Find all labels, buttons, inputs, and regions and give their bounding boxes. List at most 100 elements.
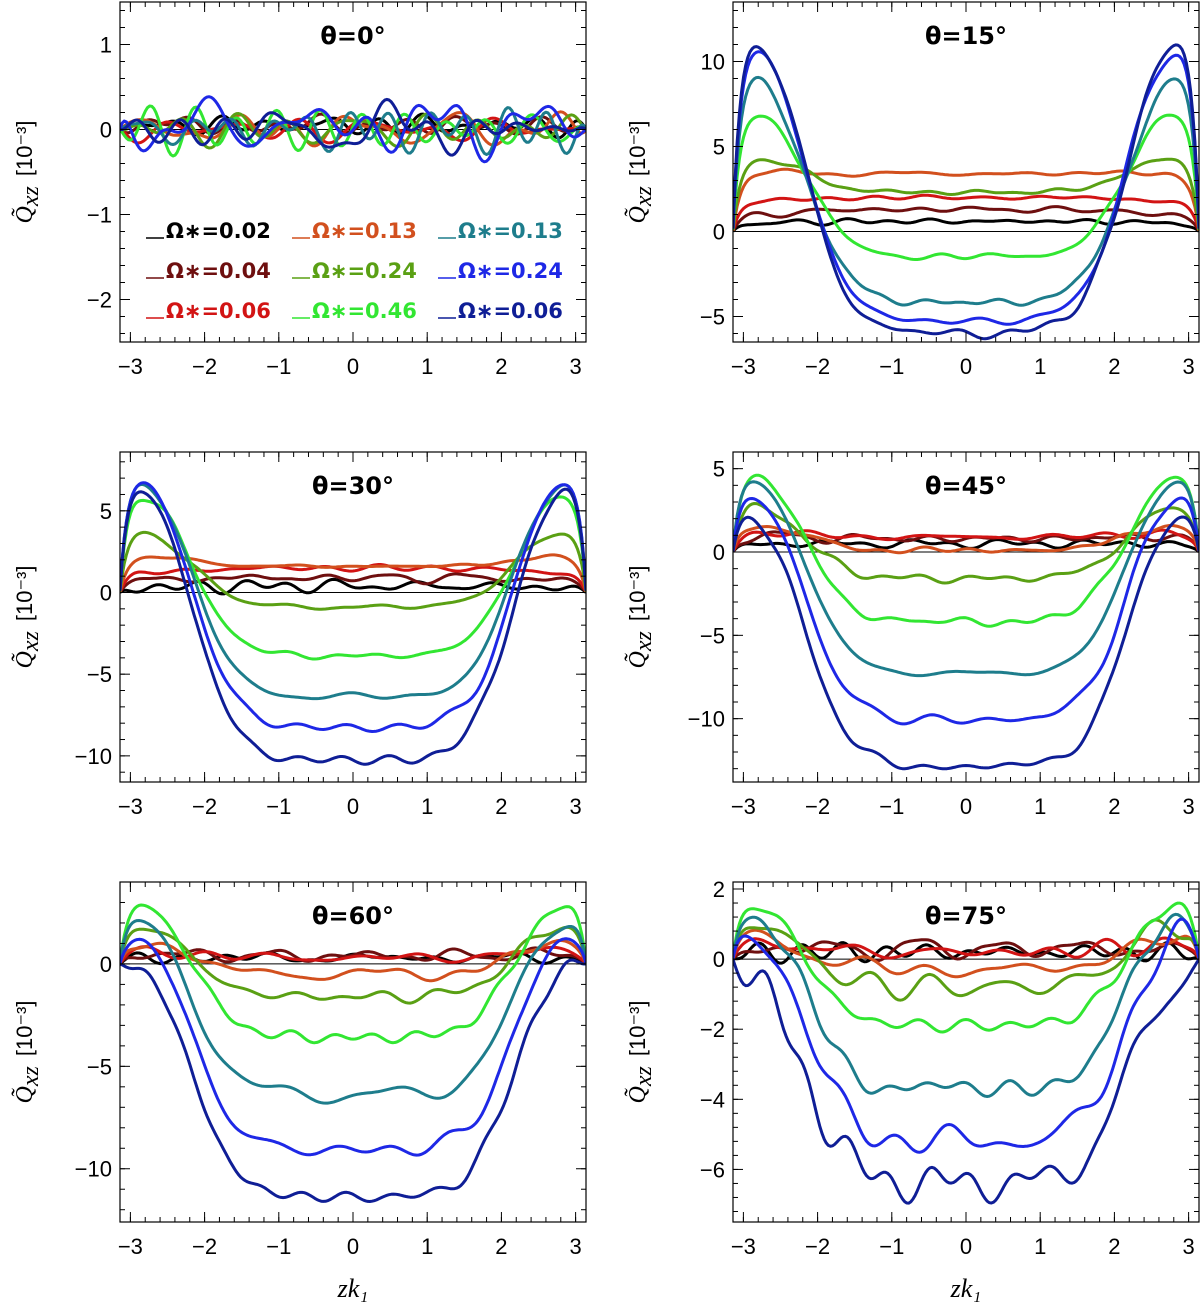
series-group: [733, 43, 1199, 341]
series-line: [120, 482, 586, 701]
y-axis-label-unit: [10⁻³]: [625, 121, 650, 177]
x-tick-label: −2: [805, 354, 830, 379]
series-group: [120, 481, 586, 766]
panel-title: θ=75°: [925, 902, 1007, 930]
series-group: [733, 473, 1199, 771]
x-tick-label: −3: [118, 1234, 143, 1259]
x-tick-label: 3: [569, 1234, 581, 1259]
x-tick-label: −3: [731, 1234, 756, 1259]
series-line: [733, 43, 1199, 341]
legend-label: Ω∗=0.06: [166, 299, 271, 323]
x-tick-label: 3: [1182, 1234, 1194, 1259]
x-tick-label: −3: [731, 354, 756, 379]
x-tick-label: −2: [192, 354, 217, 379]
x-tick-label: 3: [1182, 794, 1194, 819]
series-line: [733, 113, 1199, 261]
y-axis-label-main: Q̃: [624, 651, 651, 668]
y-tick-label: 1: [100, 33, 112, 58]
y-tick-label: 2: [713, 877, 725, 902]
y-axis-label-unit: [10⁻³]: [625, 566, 650, 622]
x-tick-label: 2: [495, 794, 507, 819]
y-axis-label-sub: xz: [631, 1065, 657, 1087]
y-tick-label: −5: [700, 623, 725, 648]
x-tick-label: 2: [1108, 354, 1120, 379]
y-axis-label: Q̃xz [10⁻³]: [624, 121, 657, 224]
y-tick-label: −10: [75, 1157, 112, 1182]
panel-title: θ=30°: [312, 472, 394, 500]
legend-label: Ω∗=0.04: [166, 259, 271, 283]
y-axis-label-main: Q̃: [11, 1086, 38, 1103]
y-tick-label: −5: [87, 662, 112, 687]
series-line: [120, 958, 586, 1203]
panel-3: −3 −2 −1 0 1 2 350−5−10Q̃xz[10⁻³]θ=45°: [624, 451, 1200, 819]
series-line: [733, 205, 1199, 233]
x-tick-label: 3: [1182, 354, 1194, 379]
legend-label: Ω∗=0.13: [458, 219, 563, 243]
series-line: [733, 480, 1199, 678]
x-axis-label: zk₁: [337, 1274, 369, 1303]
y-tick-label: −2: [700, 1017, 725, 1042]
series-line: [120, 95, 586, 164]
series-group: [733, 901, 1199, 1205]
series-group: [120, 95, 586, 164]
x-tick-label: −3: [731, 794, 756, 819]
series-line: [120, 487, 586, 766]
y-axis-label: Q̃xz [10⁻³]: [624, 566, 657, 669]
series-line: [120, 919, 586, 1105]
y-tick-label: 5: [100, 499, 112, 524]
series-line: [733, 901, 1199, 1034]
panel-title: θ=45°: [925, 472, 1007, 500]
y-axis-label-unit: [10⁻³]: [12, 1001, 37, 1057]
x-tick-label: 0: [960, 1234, 972, 1259]
y-tick-label: 0: [100, 952, 112, 977]
x-tick-label: 1: [421, 354, 433, 379]
y-tick-label: 5: [713, 457, 725, 482]
series-line: [120, 530, 586, 611]
series-line: [120, 553, 586, 593]
y-tick-label: 10: [701, 50, 725, 75]
y-axis-label: Q̃xz [10⁻³]: [624, 1001, 657, 1104]
x-tick-label: −1: [266, 354, 291, 379]
legend-label: Ω∗=0.24: [312, 259, 417, 283]
x-tick-label: 2: [495, 1234, 507, 1259]
series-line: [733, 917, 1199, 1154]
x-tick-label: −2: [805, 1234, 830, 1259]
y-axis-label-main: Q̃: [624, 1086, 651, 1103]
x-tick-label: −3: [118, 354, 143, 379]
series-line: [733, 958, 1199, 1205]
x-axis-label: zk₁: [950, 1274, 982, 1303]
legend: Ω∗=0.02 Ω∗=0.04 Ω∗=0.06 Ω∗=0.13 Ω∗=0.24 Ω∗=0.…: [146, 219, 563, 323]
x-tick-label: −2: [192, 1234, 217, 1259]
y-tick-label: −2: [87, 288, 112, 313]
series-line: [733, 524, 1199, 555]
y-tick-label: 0: [100, 118, 112, 143]
y-tick-label: 0: [713, 220, 725, 245]
legend-label: Ω∗=0.06: [458, 299, 563, 323]
series-line: [733, 50, 1199, 326]
y-tick-label: −10: [75, 744, 112, 769]
y-tick-label: 0: [713, 947, 725, 972]
panel-title: θ=0°: [320, 22, 385, 50]
series-line: [120, 925, 586, 1005]
x-tick-label: 2: [495, 354, 507, 379]
y-tick-label: 0: [713, 540, 725, 565]
x-tick-label: −1: [879, 354, 904, 379]
panel-5: −3 −2 −1 0 1 2 3 2 0 −2 −4 −6 Q̃xz [10⁻³] θ=75° zk₁: [624, 877, 1200, 1303]
plot-frame: [119, 451, 587, 783]
series-line: [733, 217, 1199, 233]
x-tick-label: 0: [960, 354, 972, 379]
y-tick-label: −10: [688, 707, 725, 732]
series-line: [120, 106, 586, 156]
plot-frame: [119, 1, 587, 343]
series-line: [733, 515, 1199, 771]
x-tick-label: 0: [960, 794, 972, 819]
y-axis-label-sub: xz: [18, 630, 44, 652]
panel-1: −3 −2 −1 0 1 2 3 10 5 0 −5 Q̃xz [10⁻³] θ=15°: [624, 1, 1200, 379]
y-tick-label: 5: [713, 135, 725, 160]
x-tick-label: 1: [421, 794, 433, 819]
x-tick-label: 2: [1108, 794, 1120, 819]
x-tick-label: 0: [347, 1234, 359, 1259]
y-axis-label-main: Q̃: [11, 206, 38, 223]
